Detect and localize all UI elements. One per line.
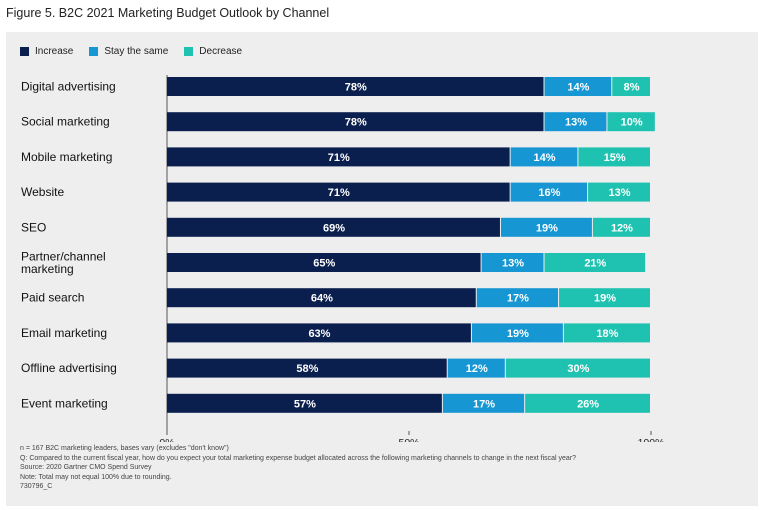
legend-label-increase: Increase	[35, 46, 74, 57]
data-label-stay: 14%	[534, 152, 556, 164]
note-rounding: Note: Total may not equal 100% due to ro…	[20, 473, 172, 481]
legend-item-decrease: Decrease	[184, 46, 242, 57]
bar-increase	[167, 323, 471, 343]
data-label-decrease: 10%	[621, 117, 643, 129]
legend: Increase Stay the same Decrease	[20, 46, 242, 57]
bar-increase	[167, 217, 500, 237]
bar-decrease	[588, 182, 650, 202]
data-label-stay: 14%	[567, 82, 589, 94]
category-label: SEO	[21, 220, 46, 234]
data-label-decrease: 12%	[611, 222, 633, 234]
legend-swatch-increase	[20, 47, 29, 56]
data-label-decrease: 15%	[604, 152, 626, 164]
x-tick-label: 50%	[398, 437, 419, 442]
bar-stay	[447, 358, 505, 378]
data-label-increase: 65%	[313, 258, 335, 270]
bar-decrease	[592, 217, 650, 237]
data-label-increase: 71%	[328, 152, 350, 164]
data-label-stay: 13%	[565, 117, 587, 129]
bar-stay	[481, 253, 544, 272]
data-label-stay: 17%	[507, 293, 529, 305]
data-label-increase: 58%	[296, 363, 318, 375]
legend-swatch-stay-the-same	[89, 47, 99, 56]
note-question: Q: Compared to the current fiscal year, …	[20, 454, 577, 462]
category-label: Offline advertising	[21, 361, 117, 375]
data-label-increase: 71%	[328, 187, 350, 199]
bar-decrease	[505, 358, 650, 378]
bar-stay	[442, 393, 525, 413]
category-label: Website	[21, 185, 64, 199]
category-label: Paid search	[21, 291, 84, 305]
bar-stay	[471, 323, 563, 343]
data-label-decrease: 21%	[584, 258, 606, 270]
legend-swatch-decrease	[184, 47, 194, 56]
note-source: Source: 2020 Gartner CMO Spend Survey	[20, 464, 152, 472]
bar-decrease	[563, 323, 650, 343]
bar-decrease	[544, 253, 646, 272]
bar-stay	[510, 147, 578, 167]
bar-decrease	[607, 112, 655, 132]
data-label-increase: 64%	[311, 293, 333, 305]
data-label-stay: 12%	[466, 363, 488, 375]
category-label: Event marketing	[21, 396, 108, 410]
bar-increase	[167, 253, 481, 272]
data-label-decrease: 30%	[567, 363, 589, 375]
category-label: Digital advertising	[21, 80, 116, 94]
bar-stay	[544, 112, 607, 132]
data-label-stay: 19%	[536, 222, 558, 234]
category-label: Partner/channel marketing	[21, 249, 106, 276]
bar-increase	[167, 147, 510, 167]
data-label-increase: 57%	[294, 398, 316, 410]
bar-increase	[167, 112, 544, 132]
stacked-bar-chart: Digital advertising 78% 14% 8% Social market…	[21, 75, 665, 442]
category-label: Social marketing	[21, 115, 110, 129]
bar-decrease	[612, 77, 650, 96]
data-label-decrease: 26%	[577, 398, 599, 410]
bar-stay	[476, 288, 559, 308]
category-label: Mobile marketing	[21, 150, 112, 164]
bar-stay	[544, 77, 612, 96]
chart-panel: Increase Stay the same Decrease Digital …	[6, 32, 758, 506]
data-label-increase: 63%	[308, 328, 330, 340]
legend-item-increase: Increase	[20, 46, 73, 57]
note-sample: n = 167 B2C marketing leaders, bases var…	[20, 445, 229, 452]
chart-notes: n = 167 B2C marketing leaders, bases var…	[20, 444, 740, 492]
data-label-stay: 17%	[473, 398, 495, 410]
note-id: 730796_C	[20, 483, 53, 491]
bar-increase	[167, 288, 476, 308]
legend-label-stay-the-same: Stay the same	[104, 46, 169, 57]
data-label-stay: 16%	[538, 187, 560, 199]
data-label-decrease: 18%	[596, 328, 618, 340]
bar-increase	[167, 358, 447, 378]
data-label-decrease: 8%	[624, 82, 640, 94]
x-tick-label: 100%	[638, 437, 665, 442]
bar-stay	[510, 182, 588, 202]
x-tick-label: 0%	[159, 437, 174, 442]
bar-increase	[167, 393, 442, 413]
data-label-decrease: 13%	[609, 187, 631, 199]
legend-label-decrease: Decrease	[199, 46, 243, 57]
bar-stay	[500, 217, 592, 237]
bar-increase	[167, 182, 510, 202]
data-label-increase: 78%	[345, 117, 367, 129]
bar-decrease	[559, 288, 650, 308]
data-label-stay: 13%	[502, 258, 524, 270]
data-label-decrease: 19%	[594, 293, 616, 305]
bar-decrease	[578, 147, 650, 167]
data-label-stay: 19%	[507, 328, 529, 340]
figure-title: Figure 5. B2C 2021 Marketing Budget Outl…	[6, 6, 330, 20]
bar-increase	[167, 77, 544, 96]
data-label-increase: 69%	[323, 222, 345, 234]
legend-item-stay-the-same: Stay the same	[89, 46, 168, 57]
bar-decrease	[525, 393, 650, 413]
category-label: Email marketing	[21, 326, 107, 340]
data-label-increase: 78%	[345, 82, 367, 94]
